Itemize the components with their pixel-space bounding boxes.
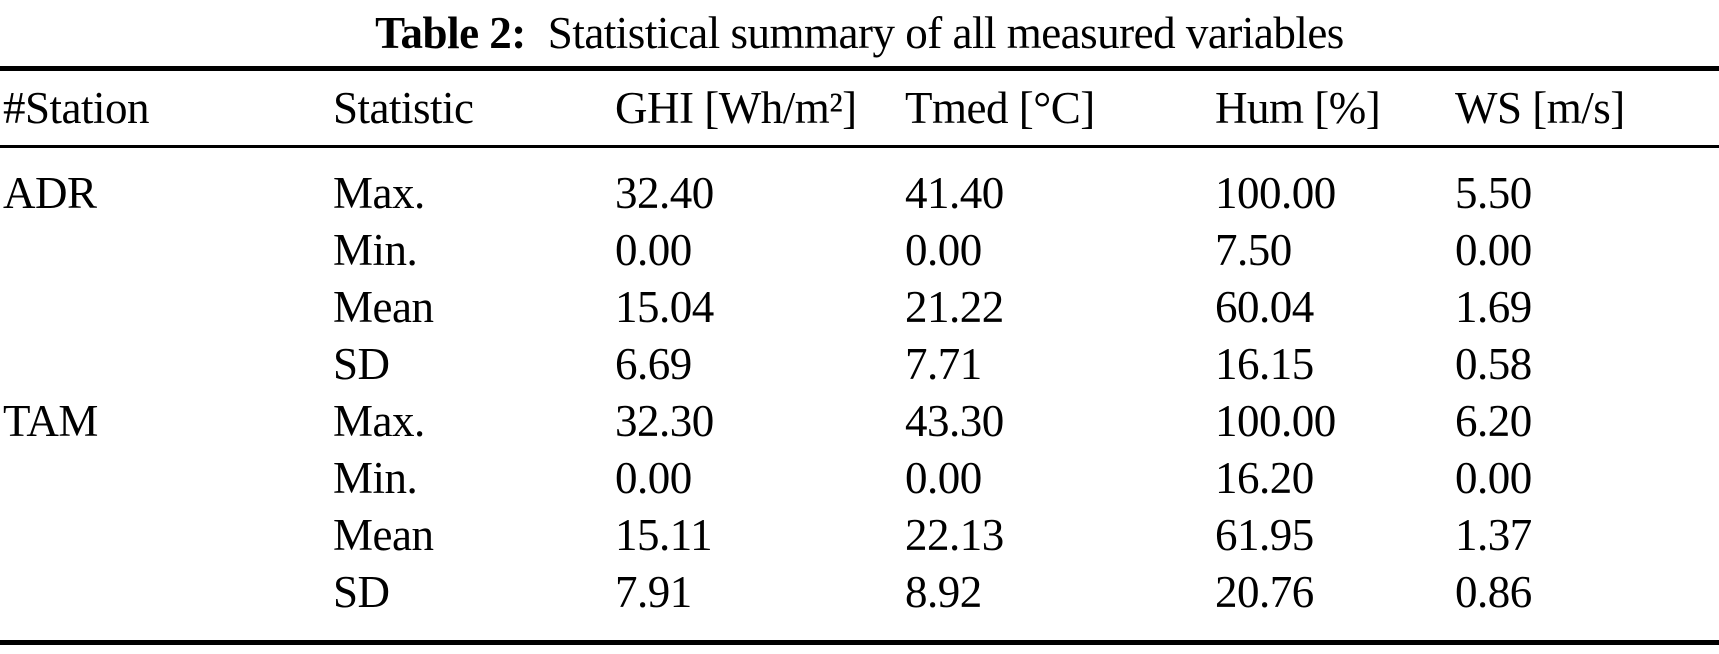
tmed-cell: 7.71 <box>905 338 982 389</box>
ws-cell: 0.86 <box>1455 566 1532 617</box>
ghi-cell: 6.69 <box>615 338 692 389</box>
table-row: Min. 0.00 0.00 7.50 0.00 <box>0 221 1719 278</box>
ghi-cell: 15.04 <box>615 281 714 332</box>
hum-cell: 100.00 <box>1215 395 1336 446</box>
table-row: ADR Max. 32.40 41.40 100.00 5.50 <box>0 164 1719 221</box>
table-row: Min. 0.00 0.00 16.20 0.00 <box>0 449 1719 506</box>
table-caption: Table 2: Statistical summary of all meas… <box>0 0 1719 66</box>
ws-cell: 1.69 <box>1455 281 1532 332</box>
table-row: Mean 15.11 22.13 61.95 1.37 <box>0 506 1719 563</box>
table-row: TAM Max. 32.30 43.30 100.00 6.20 <box>0 392 1719 449</box>
station-cell: TAM <box>3 395 98 446</box>
statistic-cell: Mean <box>333 281 434 332</box>
ws-cell: 6.20 <box>1455 395 1532 446</box>
ghi-cell: 32.40 <box>615 167 714 218</box>
top-rule <box>0 66 1719 71</box>
tmed-cell: 0.00 <box>905 452 982 503</box>
column-header-hum: Hum [%] <box>1215 83 1381 133</box>
ws-cell: 5.50 <box>1455 167 1532 218</box>
ws-cell: 0.00 <box>1455 224 1532 275</box>
tmed-cell: 0.00 <box>905 224 982 275</box>
tmed-cell: 22.13 <box>905 509 1004 560</box>
ws-cell: 0.58 <box>1455 338 1532 389</box>
ws-cell: 1.37 <box>1455 509 1532 560</box>
hum-cell: 61.95 <box>1215 509 1314 560</box>
hum-cell: 100.00 <box>1215 167 1336 218</box>
ghi-cell: 0.00 <box>615 224 692 275</box>
tmed-cell: 43.30 <box>905 395 1004 446</box>
tmed-cell: 41.40 <box>905 167 1004 218</box>
table-row: SD 7.91 8.92 20.76 0.86 <box>0 563 1719 620</box>
column-header-tmed: Tmed [°C] <box>905 83 1095 133</box>
column-header-statistic: Statistic <box>333 83 474 133</box>
column-header-station: #Station <box>3 83 150 133</box>
ghi-cell: 15.11 <box>615 509 713 560</box>
statistic-cell: Min. <box>333 224 418 275</box>
statistic-cell: SD <box>333 566 390 617</box>
header-rule <box>0 145 1719 148</box>
statistic-cell: SD <box>333 338 390 389</box>
hum-cell: 20.76 <box>1215 566 1314 617</box>
hum-cell: 60.04 <box>1215 281 1314 332</box>
ws-cell: 0.00 <box>1455 452 1532 503</box>
tmed-cell: 8.92 <box>905 566 982 617</box>
statistic-cell: Max. <box>333 395 425 446</box>
table-body: ADR Max. 32.40 41.40 100.00 5.50 Min. 0.… <box>0 148 1719 640</box>
bottom-rule <box>0 640 1719 645</box>
tmed-cell: 21.22 <box>905 281 1004 332</box>
ghi-cell: 0.00 <box>615 452 692 503</box>
table-row: Mean 15.04 21.22 60.04 1.69 <box>0 278 1719 335</box>
statistic-cell: Mean <box>333 509 434 560</box>
statistic-cell: Min. <box>333 452 418 503</box>
hum-cell: 7.50 <box>1215 224 1292 275</box>
table-row: SD 6.69 7.71 16.15 0.58 <box>0 335 1719 392</box>
column-header-ws: WS [m/s] <box>1455 83 1625 133</box>
statistic-cell: Max. <box>333 167 425 218</box>
table-caption-label: Table 2: <box>375 8 526 58</box>
hum-cell: 16.20 <box>1215 452 1314 503</box>
hum-cell: 16.15 <box>1215 338 1314 389</box>
station-cell: ADR <box>3 167 97 218</box>
table-caption-text: Statistical summary of all measured vari… <box>547 8 1345 58</box>
table-header-row: #Station Statistic GHI [Wh/m²] Tmed [°C]… <box>0 71 1719 145</box>
column-header-ghi: GHI [Wh/m²] <box>615 83 857 133</box>
ghi-cell: 32.30 <box>615 395 714 446</box>
ghi-cell: 7.91 <box>615 566 692 617</box>
